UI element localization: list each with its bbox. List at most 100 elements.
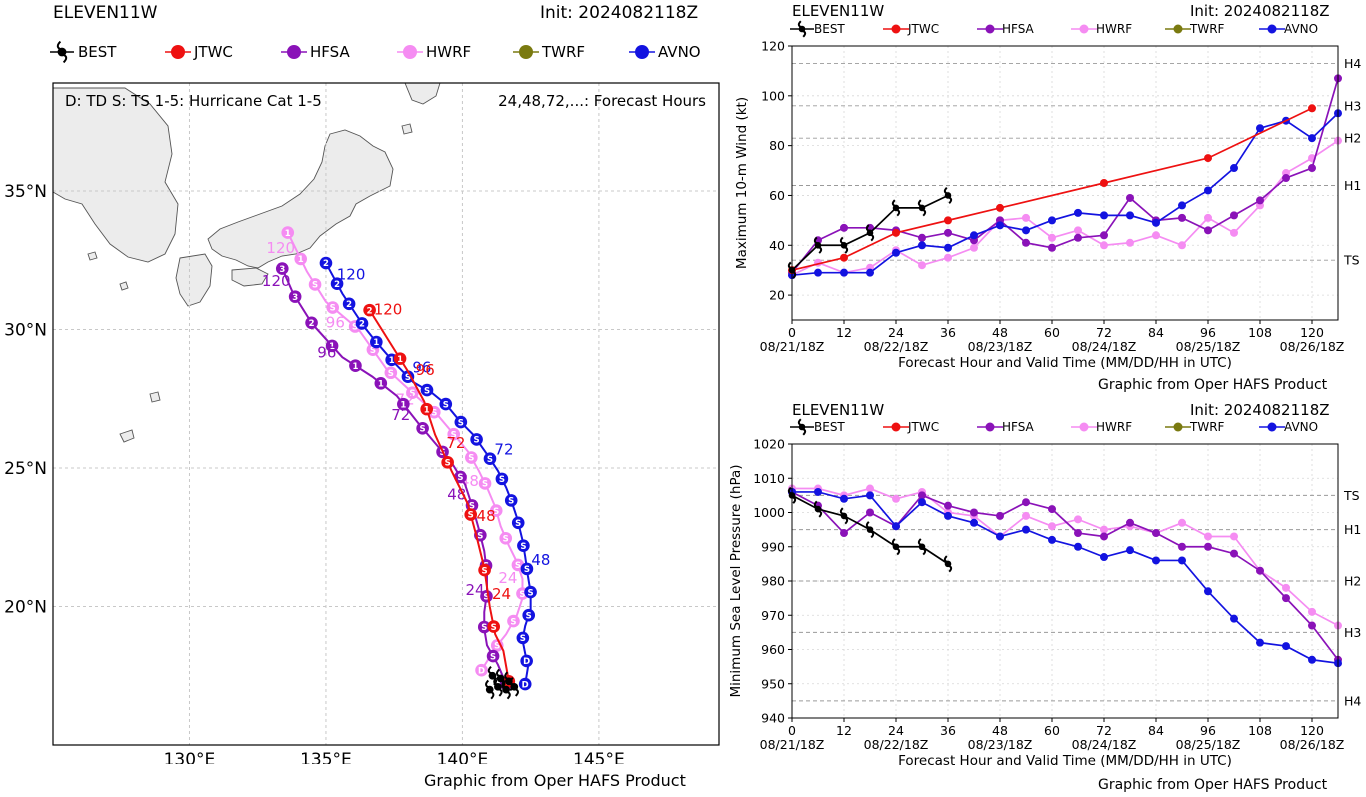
legend-marker-hwrf <box>403 45 417 59</box>
track-marker: 1 <box>374 376 388 390</box>
legend-marker-avno <box>1267 422 1277 432</box>
wind-credit: Graphic from Oper HAFS Product <box>1098 377 1328 393</box>
legend-item-twrf: TWRF <box>1165 22 1225 36</box>
x-tick-label: 0 <box>788 723 796 738</box>
legend-best-symbol-icon <box>56 40 68 64</box>
data-point-hwrf <box>918 261 926 270</box>
best-track-symbol-icon <box>495 668 506 689</box>
track-marker: S <box>416 421 429 435</box>
y-tick-label: 1010 <box>753 471 785 486</box>
track-marker: S <box>478 477 492 490</box>
svg-text:S: S <box>469 502 475 512</box>
data-point-avno <box>1074 542 1082 551</box>
svg-text:S: S <box>443 400 449 410</box>
x-tick-label: 96 <box>1200 325 1216 340</box>
map-hours-key: 24,48,72,...: Forecast Hours <box>498 92 706 110</box>
date-tick-label: 08/23/18Z <box>968 737 1033 752</box>
y-tick-label: 100 <box>761 88 785 103</box>
series-line-avno <box>792 491 1339 665</box>
land-masses <box>53 83 441 443</box>
data-point-hfsa <box>1126 193 1134 202</box>
threshold-label: H4 <box>1344 56 1361 71</box>
data-point-hwrf <box>1022 213 1030 222</box>
map-category-key: D: TD S: TS 1-5: Hurricane Cat 1-5 <box>65 92 322 110</box>
date-tick-label: 08/22/18Z <box>864 339 929 354</box>
data-point-hwrf <box>1048 522 1056 531</box>
best-point-icon <box>839 236 849 254</box>
data-point-hwrf <box>1152 231 1160 240</box>
svg-text:S: S <box>370 346 376 356</box>
track-marker: 1 <box>325 339 339 353</box>
best-point-icon <box>891 199 901 217</box>
wind-storm-title: ELEVEN11W <box>792 2 885 20</box>
data-point-hfsa <box>996 511 1004 520</box>
best-point-icon <box>787 261 797 279</box>
island-1 <box>401 123 413 135</box>
lat-label: 20°N <box>4 598 47 618</box>
svg-text:1: 1 <box>400 400 406 410</box>
y-tick-label: 120 <box>761 39 785 54</box>
track-marker: S <box>478 563 491 577</box>
data-point-hfsa <box>1126 518 1134 527</box>
svg-text:D: D <box>523 657 530 667</box>
data-point-hfsa <box>1022 238 1030 247</box>
data-point-hwrf <box>1100 525 1108 534</box>
best-point-icon <box>813 236 823 254</box>
legend-item-twrf: TWRF <box>513 43 585 61</box>
data-point-hfsa <box>1256 196 1264 205</box>
threshold-label: H2 <box>1344 131 1361 146</box>
data-point-hwrf <box>1074 226 1082 235</box>
svg-text:S: S <box>515 561 521 571</box>
data-point-hwrf <box>1178 518 1186 527</box>
x-tick-label: 36 <box>940 723 956 738</box>
legend-item-jtwc: JTWC <box>883 420 939 434</box>
track-marker: 2 <box>319 256 333 270</box>
data-point-hfsa <box>1074 529 1082 538</box>
plot-area <box>792 46 1338 320</box>
data-point-hfsa <box>1152 529 1160 538</box>
x-tick-label: 48 <box>992 325 1008 340</box>
threshold-label: H1 <box>1344 522 1361 537</box>
svg-text:S: S <box>483 592 489 602</box>
date-tick-label: 08/26/18Z <box>1280 339 1345 354</box>
track-marker: S <box>517 539 530 552</box>
legend-marker-twrf <box>519 45 533 59</box>
svg-text:S: S <box>520 634 526 644</box>
legend-item-jtwc: JTWC <box>883 22 939 36</box>
data-point-avno <box>1022 226 1030 235</box>
track-marker: S <box>524 585 537 599</box>
legend-label-jtwc: JTWC <box>193 43 233 61</box>
legend-marker-twrf <box>1173 422 1183 432</box>
svg-text:S: S <box>477 531 483 541</box>
track-map: DSSSSSSSSSSSSSSSS1124487296120DSSSSSSSSS… <box>4 82 720 764</box>
island-5 <box>87 251 98 261</box>
track-hfsa: DSSSSSSSSS111123324487296120 <box>262 262 513 691</box>
data-point-hfsa <box>1230 549 1238 558</box>
svg-text:S: S <box>482 480 488 490</box>
svg-text:S: S <box>409 389 415 399</box>
y-tick-label: 940 <box>761 711 785 726</box>
x-tick-label: 72 <box>1096 723 1112 738</box>
svg-text:1: 1 <box>373 338 379 348</box>
wind-chart: 0 12 24 36 48 60 72 84 96 108 120 20 40 60 80 100 120 TS H… <box>734 39 1361 372</box>
japan-honshu-landmass <box>207 129 394 269</box>
best-track-symbol-icon <box>504 671 514 692</box>
date-tick-label: 08/22/18Z <box>864 737 929 752</box>
svg-text:S: S <box>490 652 496 662</box>
track-marker: S <box>489 504 503 517</box>
svg-text:S: S <box>474 436 480 446</box>
data-point-avno <box>918 498 926 507</box>
pressure-chart: 0 12 24 36 48 60 72 84 96 108 120 940 950 960 970 980 99… <box>730 437 1361 770</box>
data-point-hfsa <box>1178 542 1186 551</box>
data-point-avno <box>1100 211 1108 220</box>
y-tick-label: 960 <box>761 642 785 657</box>
data-point-hwrf <box>892 494 900 503</box>
data-point-hwrf <box>1204 532 1212 541</box>
plot-frame <box>791 443 1339 719</box>
data-point-jtwc <box>1204 154 1212 163</box>
map-axis-labels: 35°N 30°N 25°N 20°N 130°E 135°E 140°E 145°E <box>4 182 625 764</box>
svg-text:3: 3 <box>292 293 298 303</box>
track-marker: S <box>511 516 525 530</box>
hour-label-hfsa: 72 <box>391 406 410 424</box>
data-point-avno <box>1126 546 1134 555</box>
